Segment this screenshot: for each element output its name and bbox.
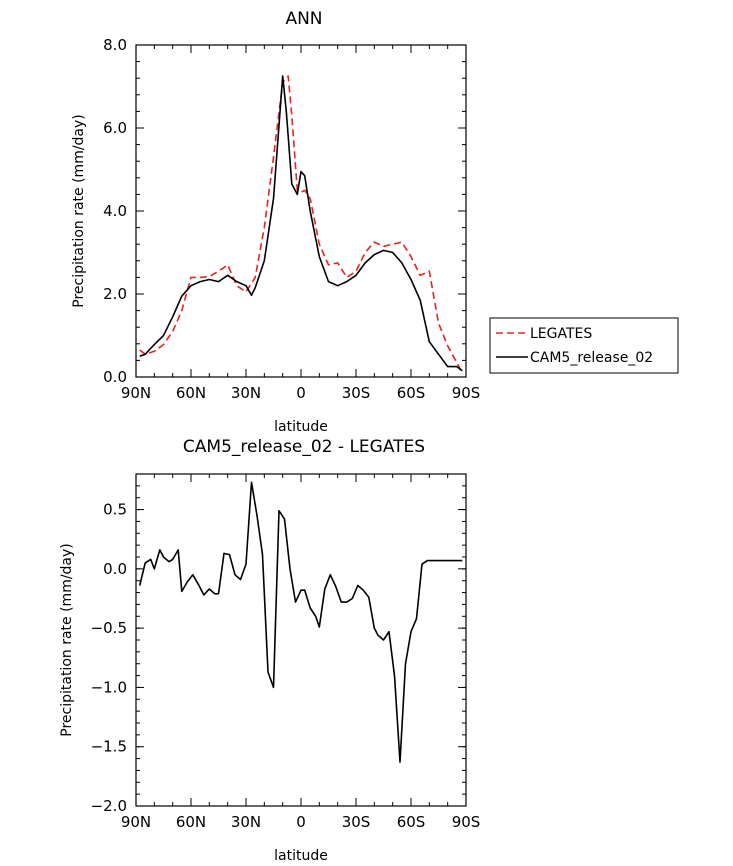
y-tick-label: −0.5 <box>91 619 127 637</box>
bottom-plot-frame <box>135 473 467 807</box>
y-tick-label: 6.0 <box>103 119 127 137</box>
x-tick-label: 90N <box>121 813 151 831</box>
y-tick-label: 2.0 <box>103 285 127 303</box>
x-tick-label: 0 <box>296 813 306 831</box>
x-tick-label: 90S <box>452 813 481 831</box>
top-panel: ANN 0.02.04.06.08.0 90N 60N 30N 0 30S 60S 90S … <box>71 9 480 435</box>
series-line-cam5-release-02 <box>139 75 463 372</box>
series-line-difference <box>138 481 463 763</box>
series-line-legates <box>139 75 464 374</box>
x-tick-label: 60S <box>397 813 426 831</box>
legend-label-cam5: CAM5_release_02 <box>530 350 653 366</box>
bottom-series-group <box>138 481 463 763</box>
x-tick-label: 90N <box>121 384 151 402</box>
bottom-chart-title: CAM5_release_02 - LEGATES <box>183 437 425 457</box>
top-x-tick-labels: 90N 60N 30N 0 30S 60S 90S <box>121 384 480 402</box>
top-y-tick-labels: 0.0 2.0 4.0 6.0 8.0 <box>103 36 127 386</box>
x-tick-label: 30S <box>342 384 371 402</box>
x-tick-label: 30N <box>231 813 261 831</box>
top-ticks <box>135 44 467 378</box>
x-tick-label: 30S <box>342 813 371 831</box>
x-tick-label: 0 <box>296 384 306 402</box>
legend: LEGATES CAM5_release_02 <box>489 317 679 374</box>
top-series-group <box>139 75 464 374</box>
bottom-ticks <box>135 473 467 807</box>
top-plot-frame <box>135 44 467 378</box>
y-tick-label: 0.0 <box>103 560 127 578</box>
bottom-panel: CAM5_release_02 - LEGATES 0.5 0.0 −0.5 −1.0… <box>59 437 480 864</box>
x-tick-label: 60S <box>397 384 426 402</box>
y-tick-label: 0.5 <box>103 501 127 519</box>
top-chart-title: ANN <box>285 9 322 29</box>
y-tick-label: 8.0 <box>103 36 127 54</box>
legend-label-legates: LEGATES <box>530 326 592 342</box>
x-tick-label: 90S <box>452 384 481 402</box>
y-tick-label: 0.0 <box>103 368 127 386</box>
top-x-axis-label: latitude <box>274 419 328 435</box>
y-tick-label: −1.0 <box>91 678 127 696</box>
bottom-y-tick-labels: 0.5 0.0 −0.5 −1.0 −1.5 −2.0 <box>91 501 127 815</box>
y-tick-label: −1.5 <box>91 738 127 756</box>
x-tick-label: 30N <box>231 384 261 402</box>
legend-box <box>489 317 679 374</box>
y-tick-label: −2.0 <box>91 797 127 815</box>
bottom-y-axis-label: Precipitation rate (mm/day) <box>59 543 75 737</box>
bottom-x-tick-labels: 90N 60N 30N 0 30S 60S 90S <box>121 813 480 831</box>
y-tick-label: 4.0 <box>103 202 127 220</box>
top-y-axis-label: Precipitation rate (mm/day) <box>71 114 87 308</box>
bottom-x-axis-label: latitude <box>274 848 328 864</box>
x-tick-label: 60N <box>176 813 206 831</box>
x-tick-label: 60N <box>176 384 206 402</box>
